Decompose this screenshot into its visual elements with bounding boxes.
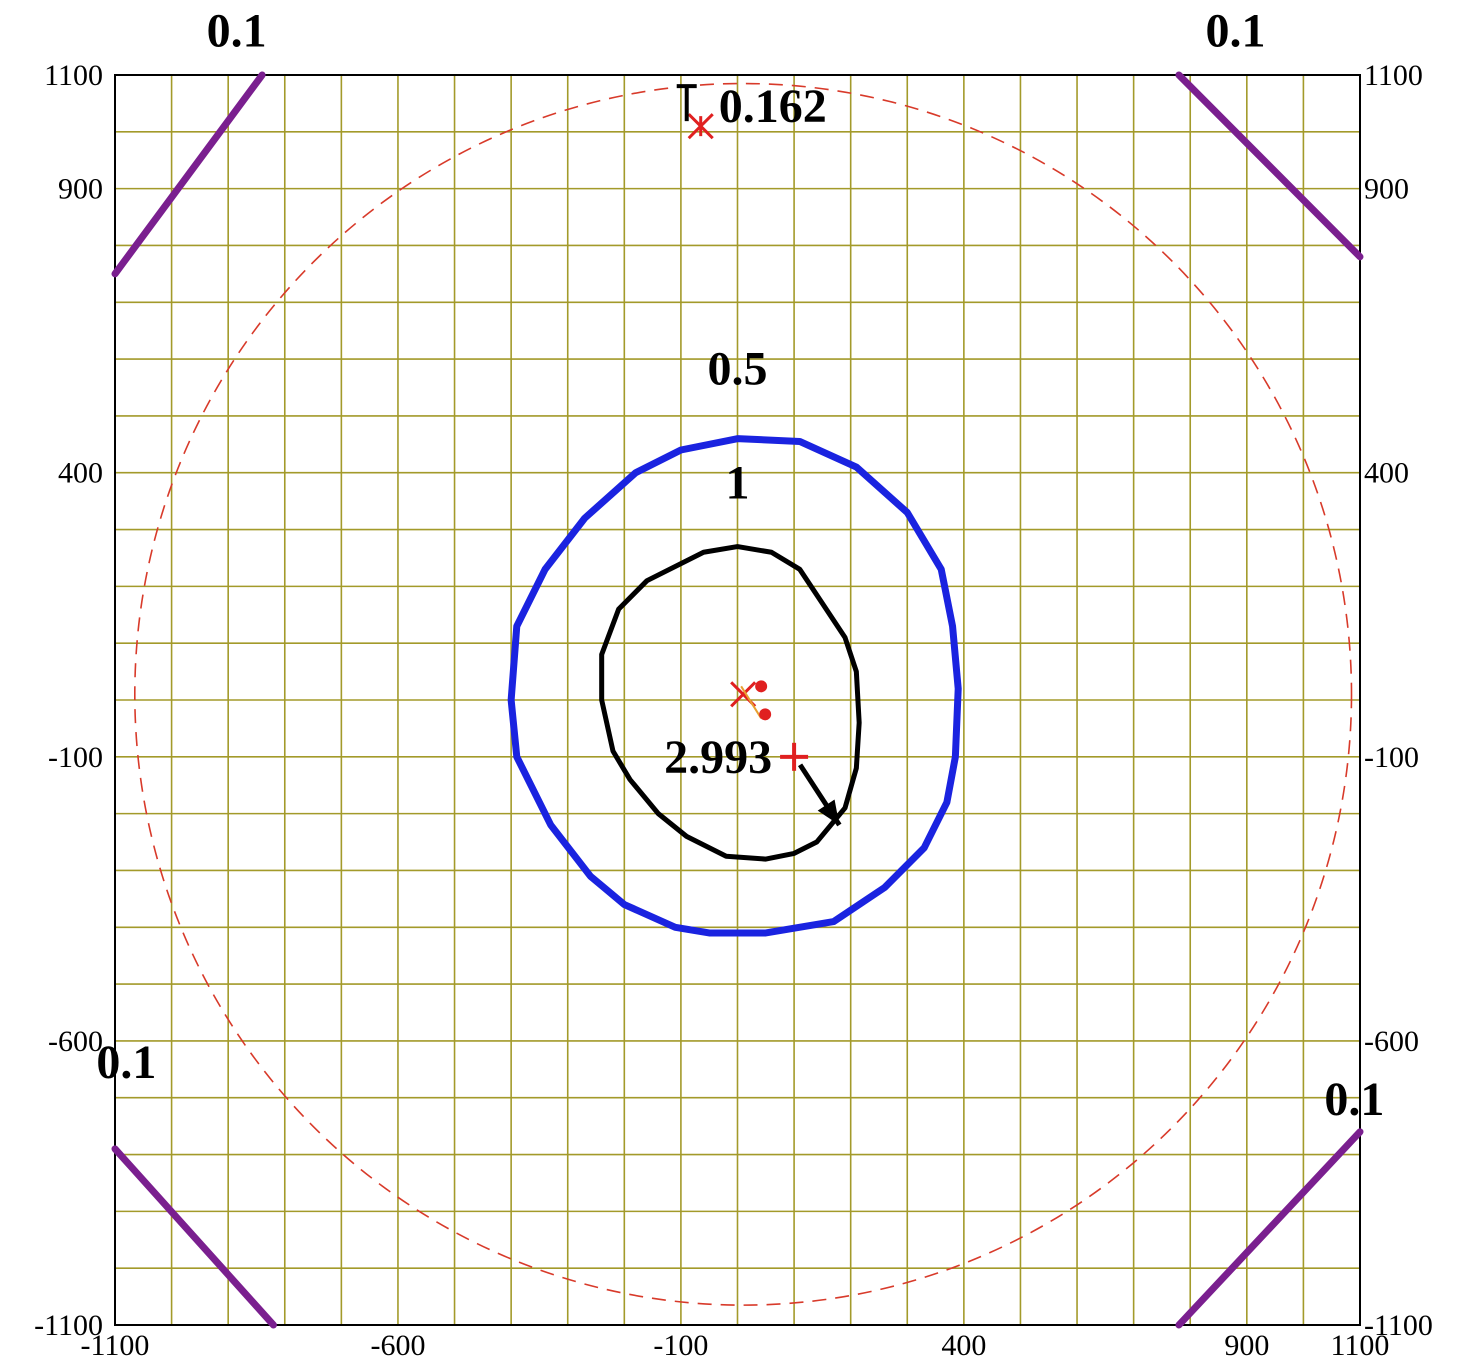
y-tick-label-right: -600 [1364, 1025, 1419, 1058]
x-tick-label: 400 [941, 1329, 986, 1359]
x-tick-label: 900 [1224, 1329, 1269, 1359]
contour-level-label: 0.1 [207, 5, 267, 58]
contour-1-line [599, 544, 862, 862]
tick-labels: -1100 -600 -100 400 900 1100 1100 900 400 -100 -60… [34, 59, 1433, 1359]
contour-lines [111, 71, 1364, 1329]
y-tick-label-right: 400 [1364, 457, 1409, 490]
dashed-circle [134, 82, 1353, 1306]
y-tick-label-right: -100 [1364, 741, 1419, 774]
y-tick-label-right: 900 [1364, 173, 1409, 206]
y-tick-label-left: 400 [58, 457, 103, 490]
contour-0-5-line [507, 435, 962, 937]
marker-cluster-stroke [730, 681, 757, 708]
x-tick-label: -1100 [81, 1329, 150, 1359]
marker-cluster-dot [759, 708, 772, 721]
contour-0-1-segment [111, 71, 266, 278]
contour-level-label: 1 [726, 456, 750, 509]
y-tick-label-left: 900 [58, 173, 103, 206]
contour-level-label: 0.1 [1324, 1073, 1384, 1126]
contour-0-1-segment [1175, 1128, 1364, 1329]
contour-level-label: 0.5 [708, 343, 768, 396]
dashed-circle-layer [134, 82, 1353, 1306]
contour-labels: 0.1 0.1 0.1 0.1 0.5 1 [96, 5, 1384, 1126]
marker-cluster-stroke [740, 685, 763, 719]
x-tick-label: -100 [653, 1329, 708, 1359]
contour-level-label: 0.1 [96, 1036, 156, 1089]
plot-frame [114, 74, 1361, 1326]
y-tick-label-left: -100 [48, 741, 103, 774]
y-tick-label-left: -600 [48, 1025, 103, 1058]
contour-level-label: 0.1 [1206, 5, 1266, 58]
marker-value-label: 2.993 [664, 731, 772, 784]
x-tick-label: -600 [370, 1329, 425, 1359]
markers-layer: 0.162 2.993 [664, 80, 842, 827]
marker-value-label: 0.162 [719, 80, 827, 133]
y-tick-label-left: 1100 [44, 59, 103, 92]
contour-0-1-segment [1175, 71, 1364, 261]
contour-0-1-segment [111, 1145, 277, 1329]
y-tick-label-left: -1100 [34, 1309, 103, 1342]
y-tick-label-right: 1100 [1364, 59, 1423, 92]
arrow-head [817, 799, 840, 825]
marker-cluster-dot [755, 680, 768, 693]
y-tick-label-right: -1100 [1364, 1309, 1433, 1342]
x-tick-label: 1100 [1331, 1329, 1390, 1359]
